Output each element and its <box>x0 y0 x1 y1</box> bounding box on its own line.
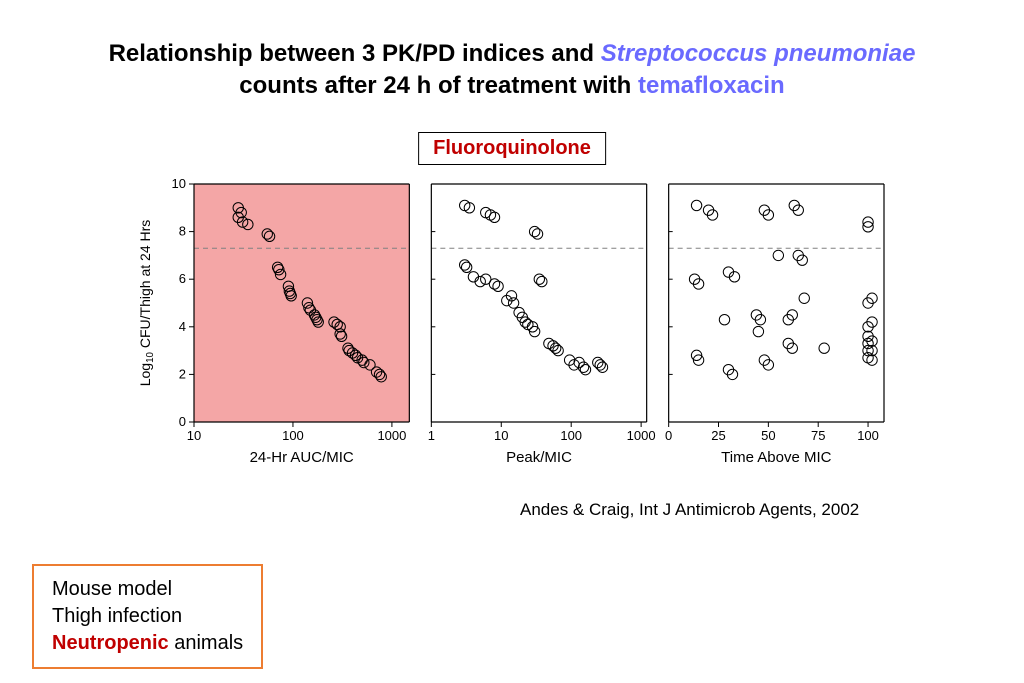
svg-text:4: 4 <box>179 319 186 334</box>
svg-text:24-Hr AUC/MIC: 24-Hr AUC/MIC <box>250 449 354 466</box>
citation-text: Andes & Craig, Int J Antimicrob Agents, … <box>520 500 859 520</box>
svg-text:0: 0 <box>665 428 672 443</box>
slide-title: Relationship between 3 PK/PD indices and… <box>80 38 944 103</box>
info-line-2: Thigh infection <box>52 603 243 630</box>
drug-class-badge: Fluoroquinolone <box>418 132 606 165</box>
svg-text:Log10 CFU/Thigh at 24 Hrs: Log10 CFU/Thigh at 24 Hrs <box>137 220 156 387</box>
svg-text:75: 75 <box>811 428 825 443</box>
svg-text:Time Above MIC: Time Above MIC <box>721 449 831 466</box>
title-mid: counts after 24 h of treatment with <box>239 72 638 99</box>
svg-text:100: 100 <box>282 428 304 443</box>
model-info-box: Mouse model Thigh infection Neutropenic … <box>32 564 263 669</box>
svg-text:0: 0 <box>179 414 186 429</box>
svg-text:25: 25 <box>711 428 725 443</box>
svg-text:2: 2 <box>179 366 186 381</box>
svg-text:1000: 1000 <box>377 428 406 443</box>
svg-text:100: 100 <box>857 428 879 443</box>
svg-text:8: 8 <box>179 224 186 239</box>
info-line-3: Neutropenic animals <box>52 630 243 657</box>
svg-text:50: 50 <box>761 428 775 443</box>
svg-text:6: 6 <box>179 271 186 286</box>
info-neutropenic: Neutropenic <box>52 632 169 654</box>
svg-text:100: 100 <box>560 428 582 443</box>
svg-text:10: 10 <box>172 178 186 191</box>
info-line-1: Mouse model <box>52 576 243 603</box>
svg-text:10: 10 <box>187 428 201 443</box>
pkpd-scatter-chart: Log10 CFU/Thigh at 24 Hrs024681010100100… <box>136 178 888 478</box>
title-drug: temafloxacin <box>638 72 785 99</box>
info-animals: animals <box>169 632 243 654</box>
svg-text:1000: 1000 <box>627 428 656 443</box>
svg-text:Peak/MIC: Peak/MIC <box>506 449 572 466</box>
title-pre: Relationship between 3 PK/PD indices and <box>109 40 601 67</box>
svg-text:10: 10 <box>494 428 508 443</box>
svg-text:1: 1 <box>428 428 435 443</box>
title-species: Streptococcus pneumoniae <box>601 40 916 67</box>
